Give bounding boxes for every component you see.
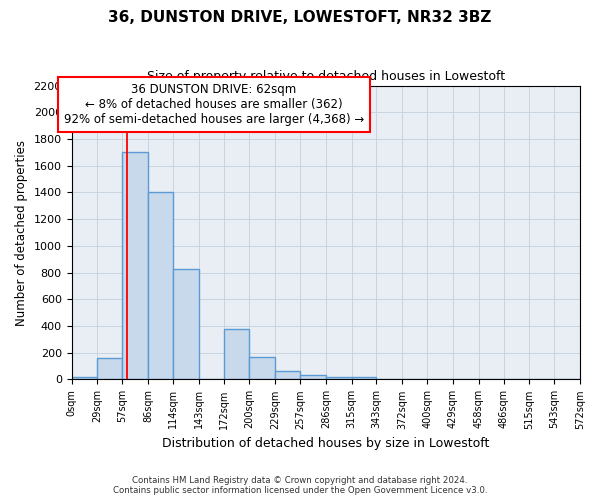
Title: Size of property relative to detached houses in Lowestoft: Size of property relative to detached ho…: [147, 70, 505, 83]
Y-axis label: Number of detached properties: Number of detached properties: [15, 140, 28, 326]
Bar: [71, 377, 97, 380]
Bar: [148, 192, 173, 380]
Text: 36 DUNSTON DRIVE: 62sqm
← 8% of detached houses are smaller (362)
92% of semi-de: 36 DUNSTON DRIVE: 62sqm ← 8% of detached…: [64, 83, 364, 126]
Bar: [275, 372, 300, 380]
Bar: [250, 356, 275, 380]
X-axis label: Distribution of detached houses by size in Lowestoft: Distribution of detached houses by size …: [162, 437, 490, 450]
Bar: [97, 358, 122, 380]
Bar: [224, 328, 250, 380]
Bar: [300, 376, 326, 380]
Text: 36, DUNSTON DRIVE, LOWESTOFT, NR32 3BZ: 36, DUNSTON DRIVE, LOWESTOFT, NR32 3BZ: [109, 10, 491, 25]
Bar: [352, 377, 376, 380]
Text: Contains HM Land Registry data © Crown copyright and database right 2024.
Contai: Contains HM Land Registry data © Crown c…: [113, 476, 487, 495]
Bar: [326, 377, 352, 380]
Bar: [122, 152, 148, 380]
Bar: [173, 268, 199, 380]
